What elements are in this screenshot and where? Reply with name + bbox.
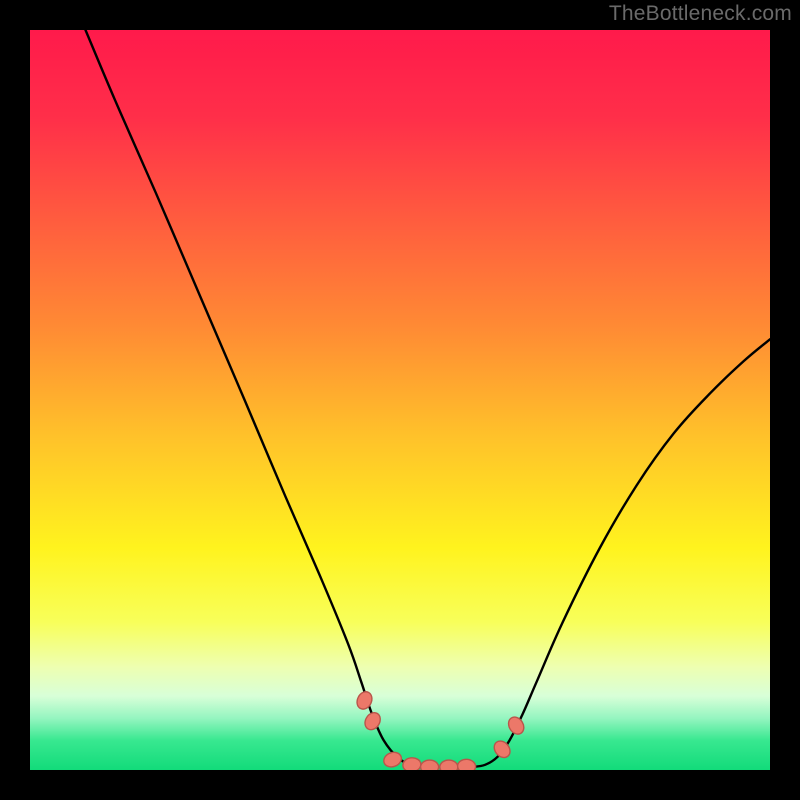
curve-marker <box>402 757 421 770</box>
curve-markers <box>354 689 527 770</box>
curve-marker <box>382 750 404 769</box>
curve-marker <box>354 689 374 711</box>
curve-marker <box>362 710 383 733</box>
plot-area <box>30 30 770 770</box>
curve-marker <box>440 760 458 770</box>
curve-marker <box>421 760 439 770</box>
curve-marker <box>505 714 526 737</box>
bottleneck-curve-chart <box>30 30 770 770</box>
stage: TheBottleneck.com <box>0 0 800 800</box>
curve-marker <box>457 759 476 770</box>
watermark-text: TheBottleneck.com <box>609 2 792 26</box>
curve-left-branch <box>86 30 430 767</box>
curve-right-branch <box>472 339 770 767</box>
